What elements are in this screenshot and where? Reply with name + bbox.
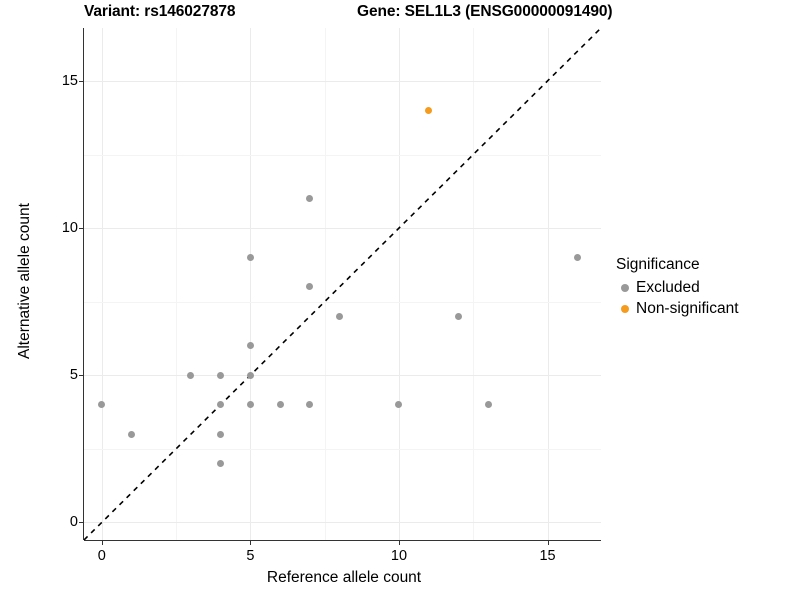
legend-item-non-significant[interactable]: Non-significant	[616, 298, 796, 319]
data-point	[98, 401, 106, 409]
data-point	[306, 195, 314, 203]
data-point	[217, 430, 225, 438]
gridline	[84, 301, 601, 303]
data-point	[246, 254, 254, 262]
y-axis-tick-label: 5	[69, 367, 78, 384]
data-point	[246, 401, 254, 409]
legend-item-label: Excluded	[636, 278, 700, 296]
gridline	[84, 448, 601, 450]
gridline	[84, 80, 601, 82]
data-point	[395, 401, 403, 409]
data-point	[217, 371, 225, 379]
x-axis-tick-label: 10	[390, 548, 408, 564]
gridline	[250, 28, 252, 540]
x-axis-tick-label: 5	[246, 548, 255, 564]
data-point	[306, 283, 314, 291]
gridline	[84, 522, 601, 524]
plot-panel	[84, 28, 601, 540]
legend: Significance Excluded Non-significant	[616, 256, 796, 319]
plot-background	[84, 28, 601, 540]
data-point	[187, 371, 195, 379]
legend-key-swatch	[616, 279, 634, 297]
y-axis-tick	[79, 375, 83, 377]
x-axis-label: Reference allele count	[266, 569, 422, 586]
x-axis-tick	[547, 541, 549, 545]
variant-title: Variant: rs146027878	[84, 3, 236, 20]
x-axis-tick	[398, 541, 400, 545]
y-axis-tick	[79, 522, 83, 524]
gridline	[176, 28, 178, 540]
y-axis-line	[83, 28, 84, 540]
gridline	[547, 28, 549, 540]
x-axis-tick-label: 15	[539, 548, 556, 564]
x-axis-tick	[250, 541, 252, 545]
gridline	[324, 28, 326, 540]
legend-items: Excluded Non-significant	[616, 277, 796, 319]
legend-item-excluded[interactable]: Excluded	[616, 277, 796, 298]
data-point	[336, 312, 344, 320]
figure-title: Variant: rs146027878 Gene: SEL1L3 (ENSG0…	[0, 3, 800, 27]
data-point	[306, 401, 314, 409]
data-point	[246, 371, 254, 379]
data-point	[484, 401, 492, 409]
gridline	[84, 228, 601, 230]
y-axis-tick-label: 15	[61, 72, 78, 89]
legend-dot-icon	[621, 304, 629, 313]
x-axis-line	[84, 540, 601, 541]
gridline	[473, 28, 475, 540]
legend-title: Significance	[616, 256, 700, 273]
data-point	[425, 106, 433, 114]
data-point	[217, 401, 225, 409]
data-point	[573, 254, 581, 262]
data-point	[217, 459, 225, 467]
data-point	[246, 342, 254, 350]
legend-item-label: Non-significant	[636, 299, 739, 317]
data-point	[454, 312, 462, 320]
y-axis-tick	[79, 228, 83, 230]
y-axis-label: Alternative allele count	[16, 203, 33, 359]
gridline	[84, 375, 601, 377]
gridline	[84, 154, 601, 156]
x-axis-tick	[101, 541, 103, 545]
data-point	[276, 401, 284, 409]
gene-title: Gene: SEL1L3 (ENSG00000091490)	[357, 3, 613, 20]
legend-key-swatch	[616, 300, 634, 318]
legend-dot-icon	[621, 283, 629, 292]
gridline	[101, 28, 103, 540]
y-axis-tick	[79, 80, 83, 82]
data-point	[128, 430, 136, 438]
y-axis-tick-label: 0	[69, 514, 78, 531]
y-axis-tick-label: 10	[61, 220, 78, 237]
x-axis-tick-label: 0	[97, 548, 106, 564]
gridline	[398, 28, 400, 540]
